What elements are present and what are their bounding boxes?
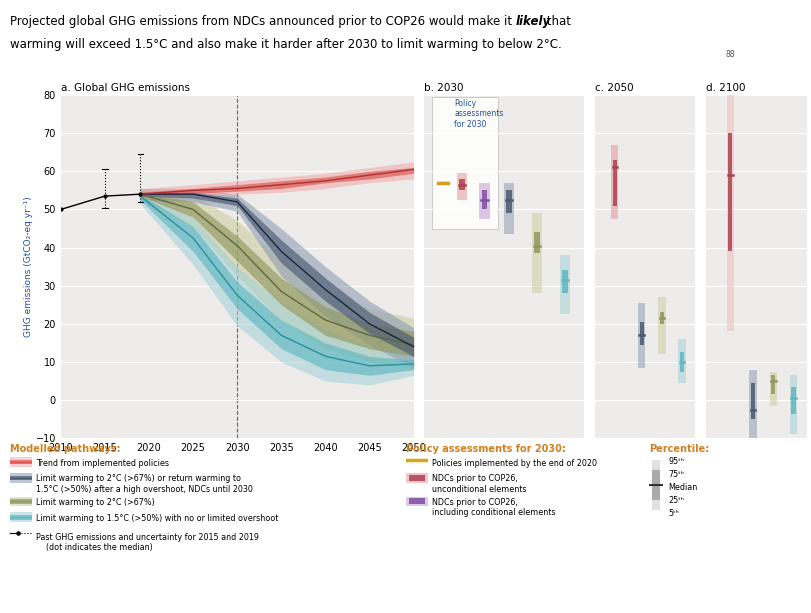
Bar	[534, 232, 540, 253]
Bar	[638, 303, 646, 368]
Text: NDCs prior to COP26,
including conditional elements: NDCs prior to COP26, including condition…	[432, 498, 556, 517]
Bar	[790, 375, 797, 435]
Bar	[438, 181, 448, 185]
Text: likely: likely	[516, 15, 551, 28]
Text: a. Global GHG emissions: a. Global GHG emissions	[61, 83, 190, 93]
Bar	[459, 179, 465, 191]
Bar	[479, 183, 490, 219]
FancyBboxPatch shape	[431, 97, 498, 229]
Text: 88: 88	[726, 50, 735, 59]
Text: warming will exceed 1.5°C and also make it harder after 2030 to limit warming to: warming will exceed 1.5°C and also make …	[10, 38, 561, 51]
Bar	[482, 191, 487, 210]
Text: b. 2030: b. 2030	[424, 83, 464, 93]
Bar	[409, 475, 425, 481]
Bar	[728, 133, 732, 251]
Text: Limit warming to 1.5°C (>50%) with no or limited overshoot: Limit warming to 1.5°C (>50%) with no or…	[36, 514, 279, 523]
Bar	[532, 213, 542, 294]
Text: 95ᵗʰ: 95ᵗʰ	[668, 457, 684, 466]
Y-axis label: GHG emissions (GtCO₂-eq yr⁻¹): GHG emissions (GtCO₂-eq yr⁻¹)	[24, 196, 32, 337]
Bar	[749, 370, 757, 448]
Text: that: that	[543, 15, 572, 28]
Text: Limit warming to 2°C (>67%): Limit warming to 2°C (>67%)	[36, 498, 155, 507]
Text: 25ᵗʰ: 25ᵗʰ	[668, 496, 684, 505]
Bar	[659, 297, 666, 354]
Bar	[640, 322, 644, 345]
Bar	[613, 160, 617, 205]
Bar	[611, 145, 619, 219]
Text: Policy assessments for 2030:: Policy assessments for 2030:	[406, 444, 565, 454]
Bar	[457, 173, 467, 200]
Text: Policies implemented by the end of 2020: Policies implemented by the end of 2020	[432, 459, 597, 468]
Text: 5ᵗʰ: 5ᵗʰ	[668, 509, 679, 518]
Text: Past GHG emissions and uncertainty for 2015 and 2019
    (dot indicates the medi: Past GHG emissions and uncertainty for 2…	[36, 533, 260, 552]
Text: Percentile:: Percentile:	[649, 444, 709, 454]
Bar	[560, 255, 570, 314]
Bar	[680, 352, 684, 371]
Bar	[678, 339, 685, 383]
Bar	[751, 383, 755, 419]
Text: 75ᵗʰ: 75ᵗʰ	[668, 470, 684, 479]
Bar	[770, 371, 777, 406]
Bar	[504, 183, 514, 234]
Bar	[409, 498, 425, 504]
Text: Modelled pathways:: Modelled pathways:	[10, 444, 120, 454]
Bar	[506, 191, 512, 213]
Text: Policy
assessments
for 2030: Policy assessments for 2030	[454, 99, 504, 129]
Bar	[660, 313, 664, 324]
Bar	[727, 64, 734, 332]
Text: NDCs prior to COP26,
unconditional elements: NDCs prior to COP26, unconditional eleme…	[432, 474, 527, 494]
Text: Projected global GHG emissions from NDCs announced prior to COP26 would make it: Projected global GHG emissions from NDCs…	[10, 15, 516, 28]
Text: Limit warming to 2°C (>67%) or return warming to
1.5°C (>50%) after a high overs: Limit warming to 2°C (>67%) or return wa…	[36, 474, 253, 494]
Bar	[792, 387, 796, 414]
Text: c. 2050: c. 2050	[594, 83, 633, 93]
Text: Median: Median	[668, 483, 697, 492]
Bar	[562, 270, 568, 294]
Bar	[771, 375, 775, 394]
Text: Trend from implemented policies: Trend from implemented policies	[36, 459, 169, 468]
Text: d. 2100: d. 2100	[706, 83, 745, 93]
